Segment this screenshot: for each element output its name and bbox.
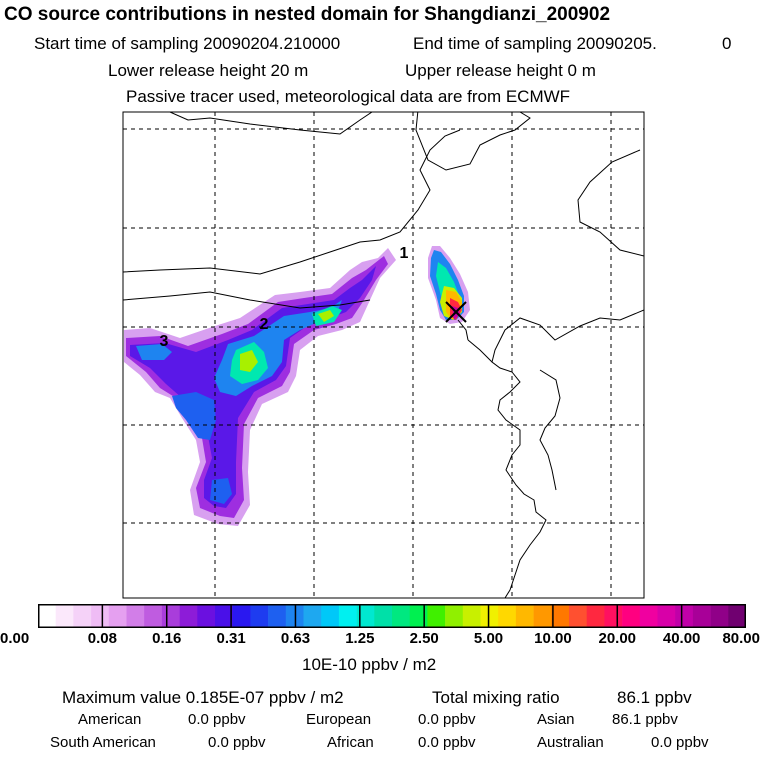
colorbar-cell [657,604,676,628]
australian-label: Australian [537,734,604,751]
colorbar-cell [675,604,694,628]
colorbar-units: 10E-10 ppbv / m2 [302,655,437,674]
tracer-note: Passive tracer used, meteorological data… [126,87,571,106]
map-panel: 1 2 3 [122,111,645,599]
colorbar-cell [321,604,340,628]
colorbar-cell [197,604,216,628]
colorbar-cell [551,604,570,628]
upper-release-height: Upper release height 0 m [405,61,596,80]
colorbar-cell [144,604,163,628]
colorbar-tick-label: 10.00 [534,630,572,647]
lat-lon-grid [123,112,644,598]
colorbar-cell [356,604,375,628]
colorbar-cell [161,604,180,628]
colorbar-tick-label: 20.00 [598,630,637,647]
colorbar-tick-label: 80.00 [722,630,760,647]
total-mixing-label: Total mixing ratio [432,688,560,707]
colorbar-cell [126,604,145,628]
american-value: 0.0 ppbv [188,711,246,728]
south-american-label: South American [50,734,156,751]
end-time-label: End time of sampling 20090205. [413,34,657,53]
colorbar-cell [622,604,641,628]
colorbar-cell [409,604,428,628]
colorbar-cell [498,604,517,628]
colorbar-cell [710,604,729,628]
marker-label-1: 1 [400,245,409,262]
colorbar [38,604,746,628]
asian-label: Asian [537,711,575,728]
colorbar-cell [728,604,746,628]
colorbar-tick-label: 0.00 [0,630,30,647]
colorbar-cell [268,604,287,628]
colorbar-cells [38,604,746,628]
total-mixing-value: 86.1 ppbv [617,688,692,707]
colorbar-cell [108,604,127,628]
american-label: American [78,711,142,728]
map-frame [122,111,645,599]
african-label: African [327,734,374,751]
colorbar-cell [480,604,499,628]
max-value-label: Maximum value 0.185E-07 ppbv / m2 [62,688,344,707]
marker-label-2: 2 [260,316,269,333]
african-value: 0.0 ppbv [418,734,476,751]
australian-value: 0.0 ppbv [651,734,709,751]
colorbar-cell [73,604,92,628]
colorbar-tick-label: 5.00 [473,630,504,647]
colorbar-tick-label: 0.08 [87,630,117,647]
colorbar-cell [38,604,56,628]
colorbar-cell [392,604,410,628]
colorbar-cell [462,604,481,628]
colorbar-cell [604,604,623,628]
coastlines [123,112,644,598]
plot-title: CO source contributions in nested domain… [4,4,611,25]
colorbar-cell [533,604,552,628]
colorbar-cell [569,604,587,628]
colorbar-cell [250,604,269,628]
colorbar-cell [445,604,464,628]
colorbar-cell [692,604,711,628]
colorbar-cell [215,604,233,628]
x-marker-icon [445,301,467,323]
european-label: European [306,711,372,728]
lower-release-height: Lower release height 20 m [108,61,309,80]
colorbar-tick-label: 40.00 [662,630,701,647]
colorbar-tick-label: 1.25 [345,630,375,647]
colorbar-cell [338,604,357,628]
colorbar-cell [586,604,605,628]
colorbar-frame [38,604,746,628]
colorbar-cell [303,604,322,628]
plume-contours [124,246,470,526]
colorbar-cell [179,604,198,628]
colorbar-tick-label: 2.50 [409,630,439,647]
south-american-value: 0.0 ppbv [208,734,266,751]
colorbar-cell [515,604,534,628]
colorbar-tick-label: 0.63 [280,630,311,647]
colorbar-tick-label: 0.16 [152,630,182,647]
colorbar-cell [91,604,110,628]
colorbar-cell [639,604,658,628]
marker-label-3: 3 [160,333,169,350]
start-time-label: Start time of sampling 20090204.210000 [34,34,341,53]
colorbar-tick-label: 0.31 [216,630,246,647]
colorbar-cell [374,604,393,628]
end-time-value: 0 [722,34,732,53]
european-value: 0.0 ppbv [418,711,476,728]
asian-value: 86.1 ppbv [612,711,678,728]
colorbar-cell [55,604,74,628]
colorbar-ticks [101,604,683,628]
colorbar-cell [427,604,446,628]
colorbar-cell [232,604,251,628]
